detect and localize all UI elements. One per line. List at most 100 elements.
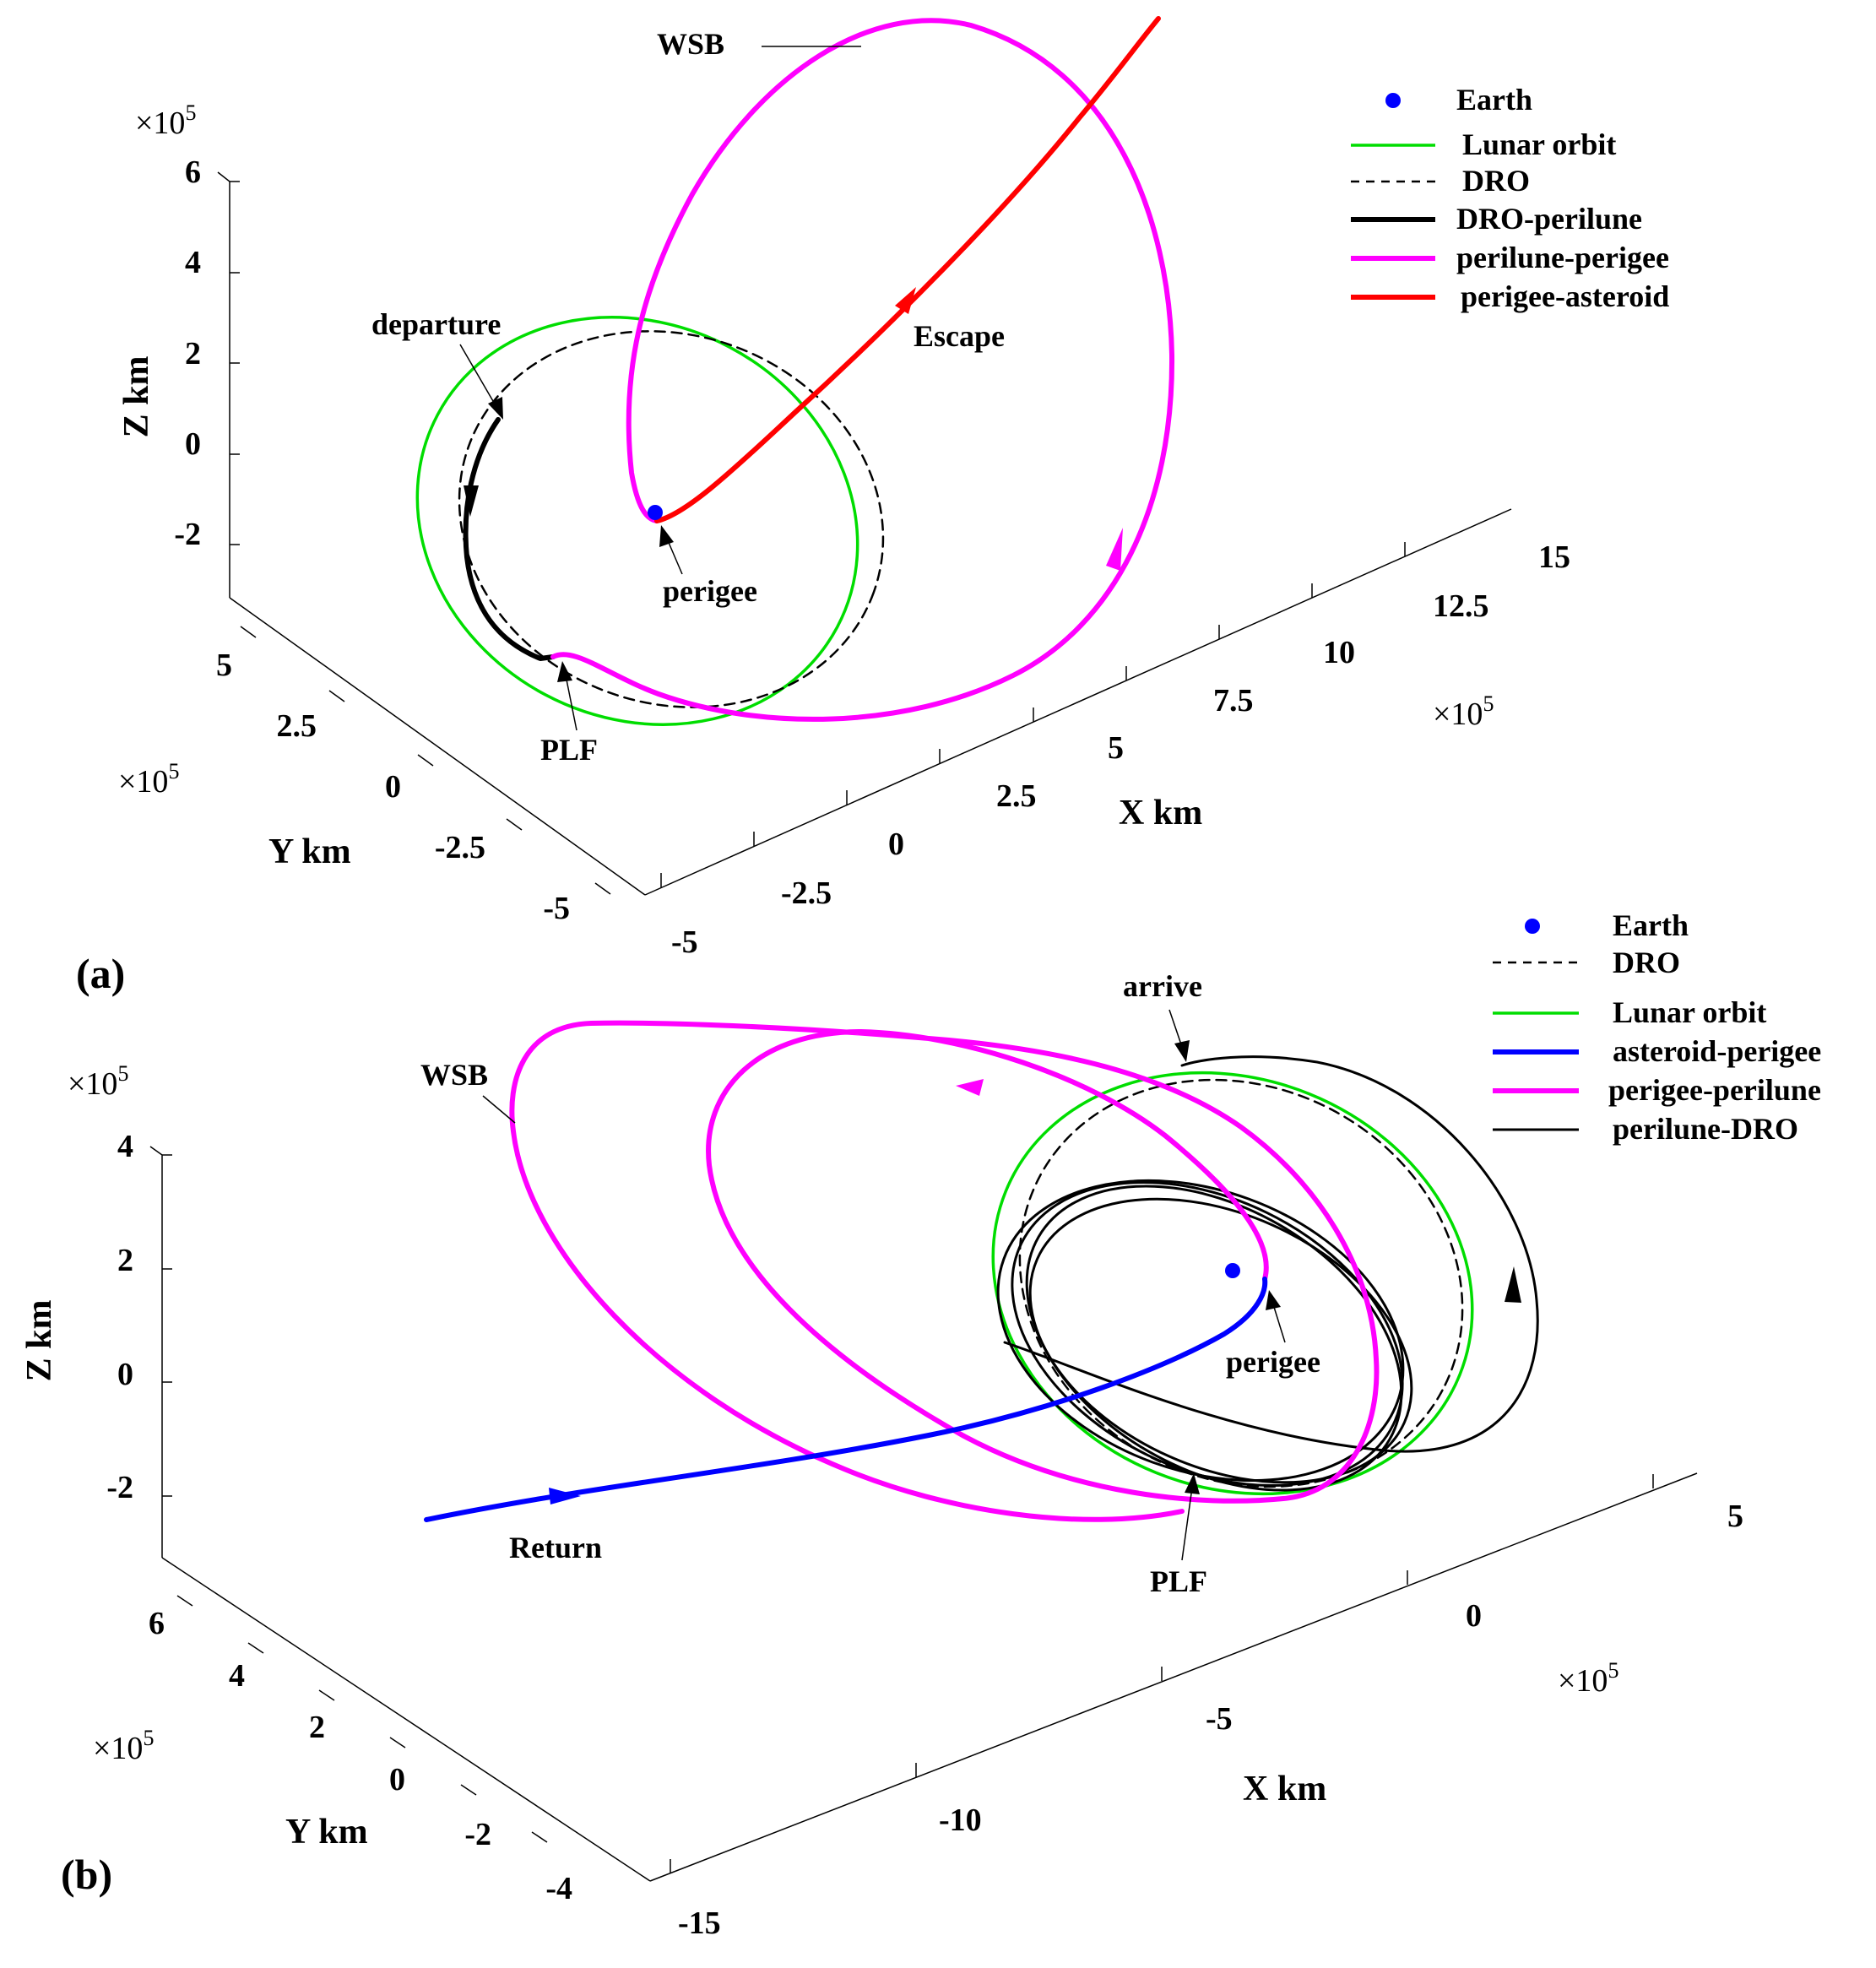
b-legend-label: Lunar orbit <box>1613 995 1766 1029</box>
a-z-axis <box>217 171 230 598</box>
panel-b-legend: Earth DRO Lunar orbit asteroid-perigee p… <box>1493 908 1821 1146</box>
a-y-multiplier: ×105 <box>118 759 179 800</box>
a-escape-arrow-icon <box>895 287 916 314</box>
b-perigee-perilune-line <box>509 1020 1380 1522</box>
a-annotation-departure: departure <box>371 307 501 341</box>
a-perilune-perigee-arrow-icon <box>1106 528 1123 571</box>
a-y-tick-label: -2.5 <box>435 830 485 865</box>
b-x-tick-label: -5 <box>1206 1701 1233 1737</box>
panel-b-trajectories <box>424 1017 1539 1522</box>
b-y-tick-label: 0 <box>389 1762 405 1797</box>
panel-b: 4 2 0 -2 ×105 Z km 6 4 2 0 -2 -4 ×105 Y … <box>20 908 1821 1941</box>
b-perigee-perilune-line <box>471 1017 1376 1503</box>
panel-a-y-ticks: 5 2.5 0 -2.5 -5 <box>216 626 611 926</box>
b-legend-earth-marker <box>1525 919 1540 934</box>
a-x-axis <box>644 508 1512 896</box>
a-x-multiplier: ×105 <box>1433 691 1494 732</box>
a-annotation-wsb: WSB <box>657 27 724 61</box>
b-lunar-orbit-line <box>991 1071 1474 1496</box>
a-x-tick-label: 0 <box>888 827 904 862</box>
panel-a-x-ticks: -5 -2.5 0 2.5 5 7.5 10 12.5 15 <box>660 539 1570 960</box>
b-y-tick-label: 4 <box>229 1658 245 1694</box>
a-annotation-perigee: perigee <box>663 574 757 608</box>
b-x-tick-label: -15 <box>678 1906 721 1941</box>
b-y-axis-label: Y km <box>285 1813 368 1851</box>
b-perigee-arrow-icon <box>1266 1290 1281 1310</box>
b-annotation-arrive: arrive <box>1123 969 1202 1003</box>
a-y-axis <box>229 597 646 896</box>
b-wsb-pointer <box>482 1095 516 1124</box>
b-plf-pointer <box>1181 1487 1193 1561</box>
b-x-tick-label: 0 <box>1466 1598 1482 1634</box>
b-earth-marker <box>1225 1263 1240 1278</box>
b-x-tick-label: -10 <box>939 1803 982 1838</box>
b-annotation-plf: PLF <box>1150 1564 1207 1598</box>
a-x-tick-label: -2.5 <box>781 876 832 911</box>
b-arrive-pointer <box>1168 1009 1183 1048</box>
a-z-multiplier: ×105 <box>135 100 196 141</box>
a-departure-arrow-icon <box>488 397 503 420</box>
panel-a: 6 4 2 0 -2 ×105 Z km 5 2.5 0 -2.5 -5 ×10… <box>76 16 1669 997</box>
b-perilune-dro-arrow-icon <box>1505 1266 1521 1303</box>
b-perilune-dro-line <box>1028 1197 1413 1484</box>
panel-a-z-ticks: 6 4 2 0 -2 <box>174 155 240 552</box>
b-z-axis <box>149 1146 163 1558</box>
b-plf-arrow-icon <box>1185 1473 1200 1494</box>
b-x-tick-label: 5 <box>1727 1499 1743 1534</box>
a-legend-label: DRO-perilune <box>1456 202 1642 236</box>
b-y-tick-label: 2 <box>309 1710 325 1745</box>
b-dro-line <box>1018 1078 1464 1488</box>
a-lunar-orbit-line <box>415 316 859 726</box>
a-earth-marker <box>648 505 663 520</box>
panel-a-label: (a) <box>76 950 125 997</box>
a-dro-perilune-line <box>463 417 556 661</box>
panel-b-annotations: arrive WSB perigee PLF Return <box>420 969 1320 1598</box>
a-y-tick-label: 2.5 <box>277 708 317 744</box>
b-legend-label: perigee-perilune <box>1608 1073 1821 1107</box>
panel-b-y-ticks: 6 4 2 0 -2 -4 <box>149 1595 572 1906</box>
a-x-tick-label: -5 <box>671 924 698 960</box>
b-perigee-pointer <box>1272 1304 1286 1343</box>
a-y-tick-label: 0 <box>385 769 401 805</box>
a-perigee-arrow-icon <box>659 525 674 547</box>
a-legend-label: perilune-perigee <box>1456 241 1669 274</box>
panel-a-axes <box>217 171 1512 896</box>
a-legend-label: Earth <box>1456 83 1532 117</box>
b-y-multiplier: ×105 <box>93 1726 154 1766</box>
a-perilune-perigee-line <box>550 18 1175 722</box>
b-y-axis <box>161 1557 651 1882</box>
b-legend-label: perilune-DRO <box>1613 1112 1798 1146</box>
b-annotation-perigee: perigee <box>1226 1345 1320 1379</box>
b-annotation-wsb: WSB <box>420 1058 488 1092</box>
b-return-arrow-icon <box>549 1488 581 1504</box>
a-x-tick-label: 2.5 <box>996 778 1037 814</box>
b-perilune-dro-line <box>996 1179 1405 1483</box>
a-x-tick-label: 12.5 <box>1433 588 1489 624</box>
b-arrive-arrow-icon <box>1174 1040 1190 1062</box>
b-x-multiplier: ×105 <box>1558 1658 1618 1699</box>
a-perigee-pointer <box>666 538 683 575</box>
a-dro-perilune-arrow-icon <box>464 485 479 517</box>
b-x-axis <box>649 1472 1698 1882</box>
b-z-tick-label: 4 <box>117 1129 133 1164</box>
a-z-axis-label: Z km <box>117 356 156 438</box>
b-legend-label: asteroid-perigee <box>1613 1034 1821 1068</box>
a-z-tick-label: 0 <box>185 426 201 462</box>
b-perigee-perilune-arrow-icon <box>956 1079 984 1096</box>
a-legend-label: Lunar orbit <box>1462 127 1616 161</box>
a-x-axis-label: X km <box>1119 794 1202 832</box>
a-plf-arrow-icon <box>557 661 572 682</box>
a-perigee-asteroid-line <box>654 16 1161 523</box>
a-legend-label: DRO <box>1462 164 1530 198</box>
b-perilune-dro-line <box>1025 1185 1403 1492</box>
b-z-axis-label: Z km <box>20 1300 59 1382</box>
a-y-axis-label: Y km <box>268 832 351 871</box>
a-dro-line <box>458 330 885 708</box>
a-legend-label: perigee-asteroid <box>1461 279 1669 313</box>
a-annotation-plf: PLF <box>540 733 598 767</box>
a-y-tick-label: -5 <box>543 891 570 926</box>
b-z-multiplier: ×105 <box>68 1061 128 1102</box>
b-y-tick-label: -2 <box>464 1817 491 1852</box>
b-perilune-dro-line <box>1011 1181 1404 1487</box>
b-y-tick-label: 6 <box>149 1606 165 1641</box>
